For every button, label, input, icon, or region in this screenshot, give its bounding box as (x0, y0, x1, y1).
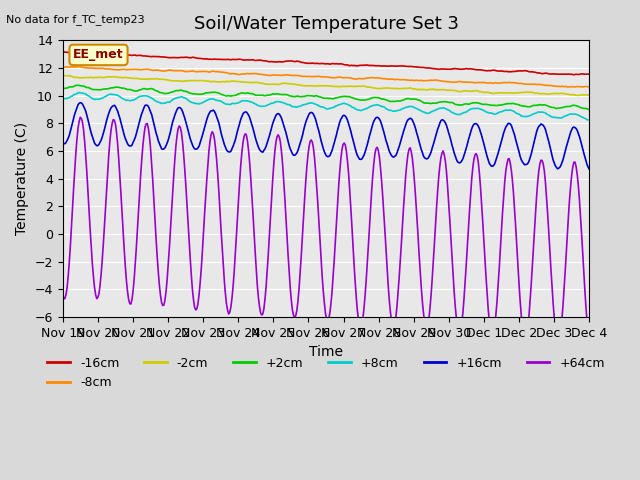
+8cm (586, 117, 593, 123)
+64cm (447, 235, 454, 240)
+2cm (355, 97, 362, 103)
-8cm (59, 64, 67, 70)
Line: +8cm: +8cm (63, 93, 589, 120)
-16cm (446, 66, 454, 72)
Line: -8cm: -8cm (63, 67, 589, 87)
+2cm (59, 85, 67, 91)
+16cm (59, 140, 67, 145)
+2cm (447, 99, 454, 105)
+64cm (282, 214, 290, 220)
+8cm (76, 90, 83, 96)
-16cm (570, 72, 578, 78)
Line: -2cm: -2cm (63, 75, 589, 96)
+8cm (447, 109, 454, 115)
-2cm (281, 81, 289, 86)
+2cm (380, 96, 388, 102)
-16cm (59, 49, 67, 55)
-8cm (538, 82, 546, 88)
+8cm (538, 109, 546, 115)
-16cm (379, 63, 387, 69)
+8cm (380, 104, 388, 110)
Text: EE_met: EE_met (73, 48, 124, 61)
+2cm (538, 102, 546, 108)
-2cm (353, 84, 361, 89)
-8cm (380, 76, 388, 82)
X-axis label: Time: Time (309, 346, 343, 360)
+8cm (355, 107, 362, 113)
-2cm (379, 85, 387, 91)
+8cm (282, 101, 290, 107)
Title: Soil/Water Temperature Set 3: Soil/Water Temperature Set 3 (193, 15, 458, 33)
Legend: -16cm, -8cm, -2cm, +2cm, +8cm, +16cm, +64cm: -16cm, -8cm, -2cm, +2cm, +8cm, +16cm, +6… (42, 352, 610, 394)
Line: +16cm: +16cm (63, 103, 589, 169)
+64cm (59, 292, 67, 298)
-8cm (282, 72, 290, 78)
-2cm (586, 92, 593, 98)
+2cm (282, 92, 290, 97)
+2cm (586, 107, 593, 113)
-16cm (537, 71, 545, 76)
+16cm (538, 121, 546, 127)
-8cm (586, 84, 593, 90)
-16cm (586, 71, 593, 77)
+2cm (73, 83, 81, 88)
+2cm (224, 93, 232, 98)
-2cm (537, 91, 545, 96)
Line: -16cm: -16cm (63, 52, 589, 75)
+64cm (380, 209, 388, 215)
-16cm (223, 57, 230, 62)
+64cm (586, 338, 593, 344)
+64cm (224, 308, 232, 313)
-2cm (446, 87, 454, 93)
+16cm (76, 100, 84, 106)
+8cm (224, 101, 232, 107)
Y-axis label: Temperature (C): Temperature (C) (15, 122, 29, 235)
-8cm (355, 76, 362, 82)
+16cm (282, 130, 290, 135)
-2cm (575, 93, 582, 98)
-2cm (59, 72, 67, 78)
+16cm (355, 155, 362, 160)
+64cm (538, 157, 546, 163)
-8cm (564, 84, 572, 90)
-8cm (224, 70, 232, 76)
+16cm (224, 148, 232, 154)
+16cm (380, 129, 388, 134)
+64cm (76, 114, 84, 120)
+16cm (586, 167, 593, 172)
Text: No data for f_TC_temp23: No data for f_TC_temp23 (6, 14, 145, 25)
Line: +2cm: +2cm (63, 85, 589, 110)
-16cm (353, 63, 361, 69)
-2cm (223, 78, 230, 84)
+16cm (447, 137, 454, 143)
Line: +64cm: +64cm (63, 117, 589, 341)
-16cm (281, 59, 289, 64)
+8cm (59, 96, 67, 102)
-8cm (74, 64, 82, 70)
+64cm (355, 317, 362, 323)
-8cm (447, 79, 454, 85)
